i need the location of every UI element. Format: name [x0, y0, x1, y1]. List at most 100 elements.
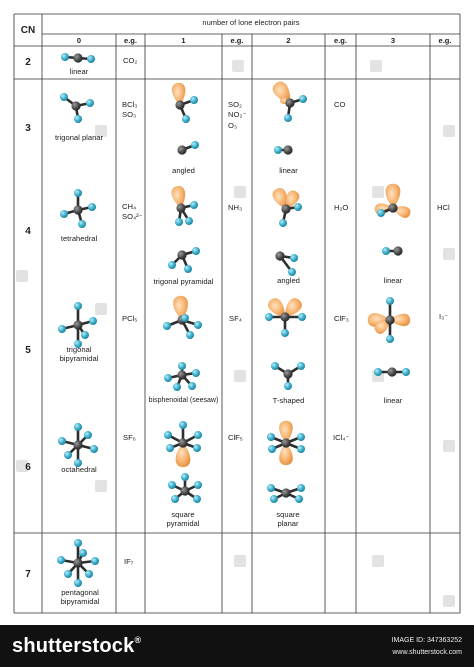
central-atom	[280, 312, 290, 322]
example-cn3-lp1: SO₂ NO₂⁻ O₃	[228, 100, 247, 130]
central-atom	[283, 145, 293, 155]
example-cn5-lp1: SF₄	[229, 314, 242, 323]
central-atom	[180, 486, 190, 496]
ligand-atom	[274, 146, 282, 154]
cn-4: 4	[25, 226, 31, 237]
ligand-atom	[85, 570, 93, 578]
central-atom	[176, 203, 186, 213]
ligand-atom	[284, 114, 292, 122]
ligand-atom	[166, 444, 174, 452]
lone-pair-lobe	[171, 186, 186, 209]
central-atom	[385, 315, 395, 325]
ligand-atom	[190, 201, 198, 209]
col-header-lp0: 0	[76, 36, 82, 45]
ligand-atom	[74, 423, 82, 431]
example-cn5-lp0: PCl₅	[122, 314, 138, 323]
central-atom	[281, 204, 291, 214]
brand-logo: shutterstock®	[12, 635, 141, 658]
ligand-atom	[57, 556, 65, 564]
molecule-trigonal-planar	[60, 93, 94, 123]
central-atom	[393, 246, 403, 256]
molecule-linear-lp2	[272, 81, 307, 122]
ligand-atom	[175, 218, 183, 226]
watermark-footer: shutterstock® IMAGE ID: 347363252 www.sh…	[0, 625, 474, 667]
label-trigonal-bipyramidal: trigonal bipyramidal	[59, 345, 99, 363]
label-linear-lp3-cn5: linear	[383, 396, 403, 405]
ligand-atom	[91, 557, 99, 565]
lone-pair-lobe	[279, 420, 293, 444]
cn-7: 7	[25, 569, 31, 580]
watermark-marks	[16, 60, 455, 607]
site-url: www.shutterstock.com	[392, 649, 462, 656]
ligand-atom	[377, 209, 385, 217]
ligand-atom	[193, 495, 201, 503]
col-header-eg0: e.g.	[124, 36, 137, 45]
ligand-atom	[173, 383, 181, 391]
label-trigonal-planar: trigonal planar	[54, 133, 104, 142]
label-angled-lp1: angled	[172, 166, 195, 175]
ligand-atom	[74, 459, 82, 467]
example-cn6-lp2: ICl₄⁻	[333, 433, 350, 442]
molecule-linear-lp3-cn5-a	[367, 297, 411, 343]
molecule-trigonal-bipyramidal	[58, 302, 97, 348]
central-atom	[73, 440, 83, 450]
central-atom	[387, 367, 397, 377]
ligand-atom	[74, 189, 82, 197]
ligand-atom	[78, 220, 86, 228]
lone-pair-lobe	[171, 82, 186, 106]
molecule-t-shaped-b	[271, 362, 305, 390]
image-id: IMAGE ID: 347363252	[391, 637, 462, 644]
molecule-linear-lp3-cn5-b	[374, 367, 410, 377]
ligand-atom	[294, 203, 302, 211]
molecule-seesaw-b	[164, 362, 200, 391]
label-trigonal-pyramidal: trigonal pyramidal	[153, 277, 214, 286]
central-atom	[177, 145, 187, 155]
central-atom	[177, 370, 187, 380]
label-octahedral: octahedral	[61, 465, 97, 474]
example-cn5-lp3: I₃⁻	[439, 312, 449, 321]
ligand-atom	[74, 340, 82, 348]
cn-3: 3	[25, 123, 31, 134]
example-cn6-lp1: ClF₅	[228, 433, 243, 442]
central-atom	[275, 251, 285, 261]
molecule-tetrahedral	[60, 189, 96, 228]
ligand-atom	[271, 362, 279, 370]
ligand-atom	[279, 219, 287, 227]
ligand-atom	[90, 445, 98, 453]
central-atom	[73, 205, 83, 215]
brand-text: shutterstock	[12, 635, 135, 657]
central-atom	[73, 558, 83, 568]
ligand-atom	[181, 473, 189, 481]
example-cn4-lp2: H₂O	[334, 203, 349, 212]
ligand-atom	[267, 484, 275, 492]
ligand-atom	[185, 217, 193, 225]
lone-pair-lobe	[173, 295, 188, 321]
molecule-trigonal-pyramidal-b	[168, 247, 200, 273]
cn-5: 5	[25, 345, 31, 356]
ligand-atom	[58, 325, 66, 333]
label-linear-lp3-cn4: linear	[383, 276, 403, 285]
label-pentagonal-bipyramidal: pentagonal bipyramidal	[60, 588, 100, 606]
example-cn2-lp0: CO₂	[123, 56, 138, 65]
molecule-seesaw-a	[163, 295, 202, 339]
ligand-atom	[295, 495, 303, 503]
ligand-atom	[382, 247, 390, 255]
label-tetrahedral: tetrahedral	[60, 234, 98, 243]
central-atom	[178, 438, 188, 448]
trademark-mark: ®	[134, 635, 142, 645]
ligand-atom	[402, 368, 410, 376]
molecule-square-pyramidal-a	[164, 421, 202, 468]
ligand-atom	[281, 329, 289, 337]
ligand-atom	[89, 317, 97, 325]
ligand-atom	[270, 495, 278, 503]
ligand-atom	[74, 579, 82, 587]
ligand-atom	[374, 368, 382, 376]
ligand-atom	[74, 302, 82, 310]
ligand-atom	[182, 115, 190, 123]
ligand-atom	[288, 268, 296, 276]
example-cn5-lp2: ClF₃	[334, 314, 349, 323]
example-cn3-lp2: CO	[334, 100, 346, 109]
central-atom	[283, 369, 293, 379]
ligand-atom	[297, 484, 305, 492]
molecule-angled-lp2-b	[275, 251, 298, 276]
